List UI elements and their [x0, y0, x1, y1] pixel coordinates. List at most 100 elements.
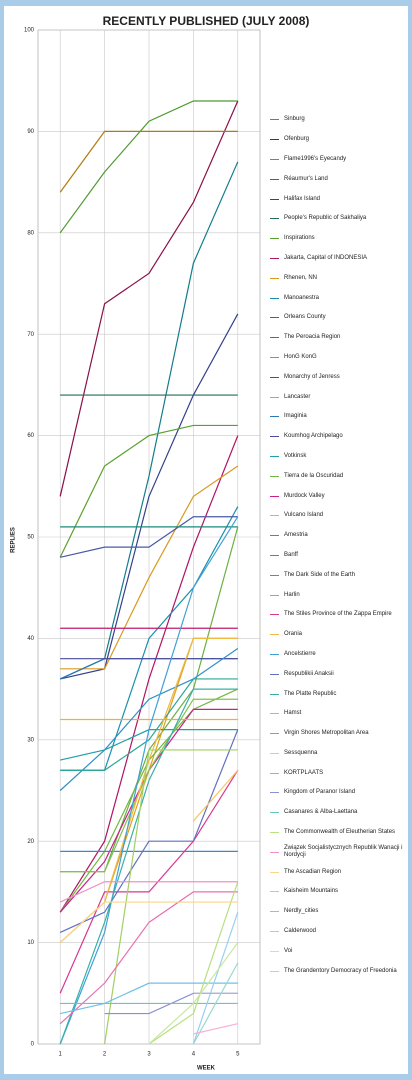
legend-swatch	[270, 772, 279, 774]
legend-label: Calderwood	[284, 928, 317, 935]
series-line	[59, 435, 239, 913]
legend-swatch	[270, 376, 279, 378]
legend-label: Voi	[284, 947, 293, 954]
legend-swatch	[270, 317, 279, 319]
series-line	[60, 516, 238, 558]
legend-swatch	[270, 614, 279, 616]
legend-swatch	[270, 554, 279, 556]
legend-item: Respublikii Anaksii	[270, 664, 406, 684]
legend-item: Virgin Shores Metropolitan Area	[270, 724, 406, 744]
legend-label: Inspirations	[284, 235, 315, 242]
legend-item: HonG KonG	[270, 348, 406, 368]
legend-swatch	[270, 455, 279, 457]
legend-label: Amestria	[284, 532, 308, 539]
legend-swatch	[270, 851, 279, 853]
series-line	[59, 891, 238, 1025]
legend-swatch	[270, 119, 279, 121]
series-line	[192, 769, 239, 822]
legend-swatch	[270, 297, 279, 299]
legend-item: People's Republic of Sakhaliya	[270, 209, 406, 229]
x-axis-label: WEEK	[197, 1066, 216, 1072]
legend-item: Rhenen, NN	[270, 268, 406, 288]
legend-swatch	[270, 950, 279, 952]
legend-item: Manoanestra	[270, 288, 406, 308]
y-tick-label: 70	[27, 332, 34, 338]
legend-item: Vulcano Island	[270, 506, 406, 526]
series-line	[148, 942, 239, 1045]
legend-swatch	[270, 693, 279, 695]
series-line	[59, 100, 239, 497]
legend-swatch	[270, 257, 279, 259]
legend-swatch	[270, 634, 279, 636]
legend-label: The Platte Republic	[284, 690, 337, 697]
legend-item: The Peroacia Region	[270, 328, 406, 348]
legend-label: The Ascadian Region	[284, 868, 342, 875]
legend-label: Sinburg	[284, 116, 305, 123]
series-line	[59, 100, 238, 234]
legend-swatch	[270, 337, 279, 339]
legend-item: The Dark Side of the Earth	[270, 565, 406, 585]
legend-item: Voi	[270, 941, 406, 961]
legend-label: Monarchy of Jenress	[284, 373, 340, 380]
x-tick-label: 5	[236, 1052, 240, 1058]
legend-swatch	[270, 238, 279, 240]
legend-swatch	[270, 218, 279, 220]
legend-item: Związek Socjalistycznych Republik Wanacj…	[270, 842, 406, 862]
series-line	[59, 688, 238, 1045]
legend-item: Sinburg	[270, 110, 406, 130]
y-tick-label: 20	[27, 839, 34, 845]
legend-item: Harlin	[270, 585, 406, 605]
legend-item: Hamst	[270, 704, 406, 724]
legend-label: Banff	[284, 551, 298, 558]
legend-swatch	[270, 733, 279, 735]
legend-label: Związek Socjalistycznych Republik Wanacj…	[284, 845, 403, 859]
legend-item: Votkinsk	[270, 447, 406, 467]
series-line	[60, 465, 239, 670]
legend-label: KORTPLAATS	[284, 769, 324, 776]
legend-item: Lancaster	[270, 387, 406, 407]
legend-label: Imaginia	[284, 413, 307, 420]
x-tick-label: 1	[59, 1052, 63, 1058]
legend-item: Tierra de la Oscuridad	[270, 466, 406, 486]
x-tick-label: 3	[147, 1052, 151, 1058]
legend-label: Tierra de la Oscuridad	[284, 472, 344, 479]
series-line	[59, 901, 238, 944]
legend-swatch	[270, 277, 279, 279]
legend: Sinburg Ofenburg Flame1996's Eyecandy Réaum…	[270, 110, 406, 981]
legend-item: The Grandentory Democracy of Freedonia	[270, 961, 406, 981]
legend-label: The Commonwealth of Eleutherian States	[284, 829, 396, 836]
legend-label: Hamst	[284, 710, 302, 717]
y-tick-label: 90	[27, 129, 34, 135]
legend-swatch	[270, 535, 279, 537]
legend-item: Réaumur's Land	[270, 169, 406, 189]
legend-swatch	[270, 931, 279, 933]
series-line	[104, 749, 238, 1045]
legend-swatch	[270, 832, 279, 834]
x-tick-label: 2	[103, 1052, 107, 1058]
legend-label: Votkinsk	[284, 452, 307, 459]
y-axis-label: REPLIES	[11, 527, 17, 553]
legend-item: Kaisheim Mountains	[270, 882, 406, 902]
legend-swatch	[270, 416, 279, 418]
legend-item: The Platte Republic	[270, 684, 406, 704]
series-line	[59, 130, 238, 193]
legend-label: Respublikii Anaksii	[284, 670, 334, 677]
legend-label: Harlin	[284, 591, 300, 598]
chart-title: RECENTLY PUBLISHED (JULY 2008)	[103, 14, 310, 28]
legend-label: People's Republic of Sakhaliya	[284, 215, 367, 222]
y-tick-label: 30	[27, 737, 34, 743]
legend-swatch	[270, 495, 279, 497]
legend-label: Rhenen, NN	[284, 274, 318, 281]
legend-item: Ancelstierre	[270, 645, 406, 665]
legend-swatch	[270, 178, 279, 180]
legend-item: The Stiles Province of the Zappa Empire	[270, 605, 406, 625]
series-line	[59, 516, 239, 1045]
legend-item: Jakarta, Capital of INDONESIA	[270, 249, 406, 269]
legend-label: HonG KonG	[284, 353, 317, 360]
legend-swatch	[270, 515, 279, 517]
legend-item: Casanares & Alba-Laettana	[270, 803, 406, 823]
legend-swatch	[270, 752, 279, 754]
legend-swatch	[270, 792, 279, 794]
